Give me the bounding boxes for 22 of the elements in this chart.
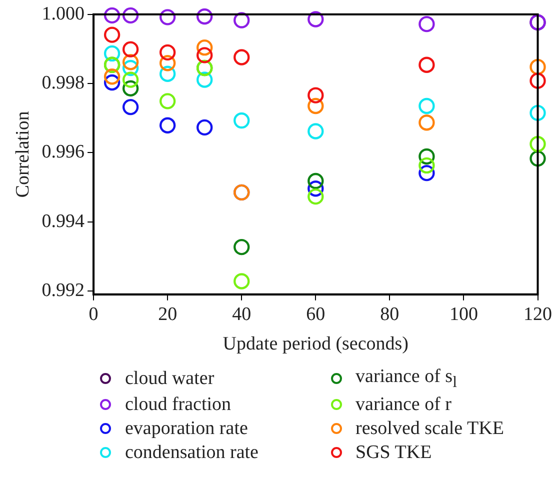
x-tick-label: 0 bbox=[88, 304, 98, 325]
y-tick-label: 0.996 bbox=[42, 142, 85, 163]
x-tick-label: 60 bbox=[306, 304, 326, 325]
y-axis-title: Correlation bbox=[12, 110, 34, 198]
x-tick-label: 80 bbox=[380, 304, 400, 325]
legend-label: cloud water bbox=[125, 368, 214, 390]
x-axis-title: Update period (seconds) bbox=[222, 334, 409, 355]
legend-label: variance of s$_{l}$ bbox=[356, 366, 457, 392]
legend-label: evaporation rate bbox=[125, 418, 248, 440]
x-tick-label: 100 bbox=[449, 304, 478, 325]
legend-label: cloud fraction bbox=[125, 394, 232, 416]
legend-label: resolved scale TKE bbox=[356, 418, 504, 440]
x-tick-label: 20 bbox=[158, 304, 178, 325]
x-tick-label: 40 bbox=[232, 304, 252, 325]
legend-label: condensation rate bbox=[125, 442, 258, 464]
y-tick-label: 0.994 bbox=[42, 210, 86, 232]
x-tick-label: 120 bbox=[524, 304, 552, 325]
legend-label: variance of r bbox=[356, 394, 452, 416]
y-tick-label: 1.000 bbox=[42, 3, 85, 24]
y-tick-label: 0.998 bbox=[42, 72, 85, 94]
legend-label: SGS TKE bbox=[356, 442, 432, 464]
y-tick-label: 0.992 bbox=[42, 280, 85, 301]
